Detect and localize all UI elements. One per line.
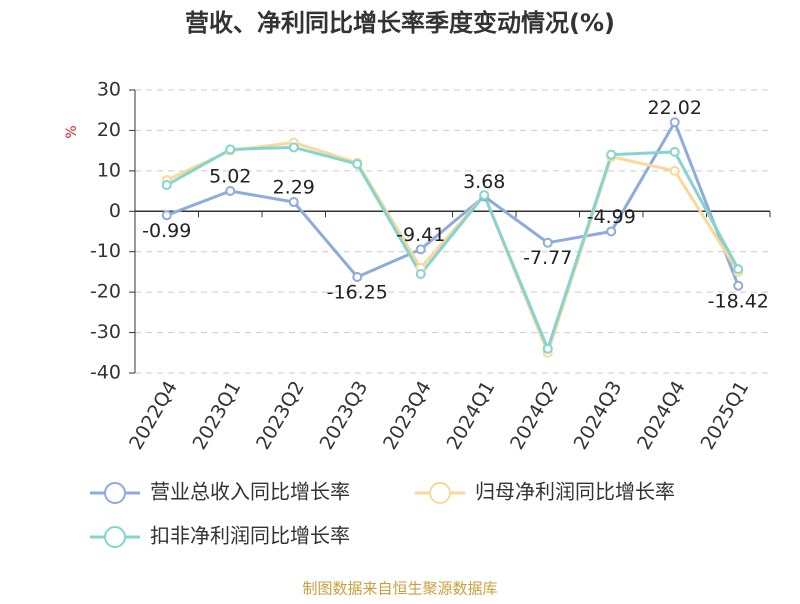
y-tick-label: 20: [97, 119, 121, 141]
chart-title: 营收、净利同比增长率季度变动情况(%): [185, 9, 615, 37]
data-label: -4.99: [587, 206, 636, 228]
data-point: [606, 226, 617, 237]
x-tick-label: 2022Q4: [125, 377, 182, 453]
data-label: 5.02: [209, 165, 251, 187]
y-tick-label: 10: [97, 159, 121, 181]
x-tick-label: 2024Q4: [633, 377, 690, 453]
data-point: [415, 268, 426, 279]
y-axis-label: %: [64, 125, 80, 138]
data-point: [288, 197, 299, 208]
x-tick-label: 2024Q3: [570, 377, 627, 453]
legend-label: 归母净利润同比增长率: [475, 480, 675, 504]
legend-marker: [104, 526, 126, 548]
data-label: 2.29: [273, 177, 315, 199]
y-tick-label: 0: [109, 200, 121, 222]
y-tick-label: -10: [90, 240, 121, 262]
data-point: [415, 244, 426, 255]
data-point: [733, 280, 744, 291]
data-point: [606, 149, 617, 160]
data-label: 22.02: [648, 97, 702, 119]
x-tick-label: 2023Q4: [379, 377, 436, 453]
data-label: -18.42: [708, 290, 769, 312]
y-tick-label: -20: [90, 281, 121, 303]
data-point: [352, 271, 363, 282]
x-tick-label: 2023Q3: [316, 377, 373, 453]
data-label: 3.68: [463, 171, 505, 193]
data-point: [161, 180, 172, 191]
data-label: -7.77: [523, 247, 572, 269]
data-point: [352, 158, 363, 169]
data-point: [542, 343, 553, 354]
data-point: [669, 117, 680, 128]
data-point: [479, 190, 490, 201]
data-point: [733, 264, 744, 275]
legend-label: 营业总收入同比增长率: [150, 480, 350, 504]
x-tick-label: 2024Q1: [443, 377, 500, 453]
y-tick-label: -40: [90, 362, 121, 384]
source-note: 制图数据来自恒生聚源数据库: [302, 580, 497, 598]
data-point: [225, 144, 236, 155]
series-line: [166, 145, 740, 354]
x-tick-label: 2024Q2: [506, 377, 563, 453]
x-tick-label: 2023Q2: [252, 377, 309, 453]
y-tick-label: -30: [90, 321, 121, 343]
data-point: [542, 237, 553, 248]
data-point: [669, 146, 680, 157]
series-line: [166, 118, 740, 287]
y-tick-label: 30: [97, 79, 121, 101]
data-point: [288, 142, 299, 153]
data-point: [225, 185, 236, 196]
legend-marker: [104, 482, 126, 504]
data-label: -9.41: [396, 224, 445, 246]
series-line: [166, 141, 740, 358]
legend-marker: [429, 482, 451, 504]
x-tick-label: 2025Q1: [697, 377, 754, 453]
data-label: -0.99: [142, 220, 191, 242]
data-label: -16.25: [327, 281, 388, 303]
data-point: [161, 210, 172, 221]
x-tick-label: 2023Q1: [189, 377, 246, 453]
data-point: [669, 165, 680, 176]
legend-label: 扣非净利润同比增长率: [150, 524, 350, 548]
